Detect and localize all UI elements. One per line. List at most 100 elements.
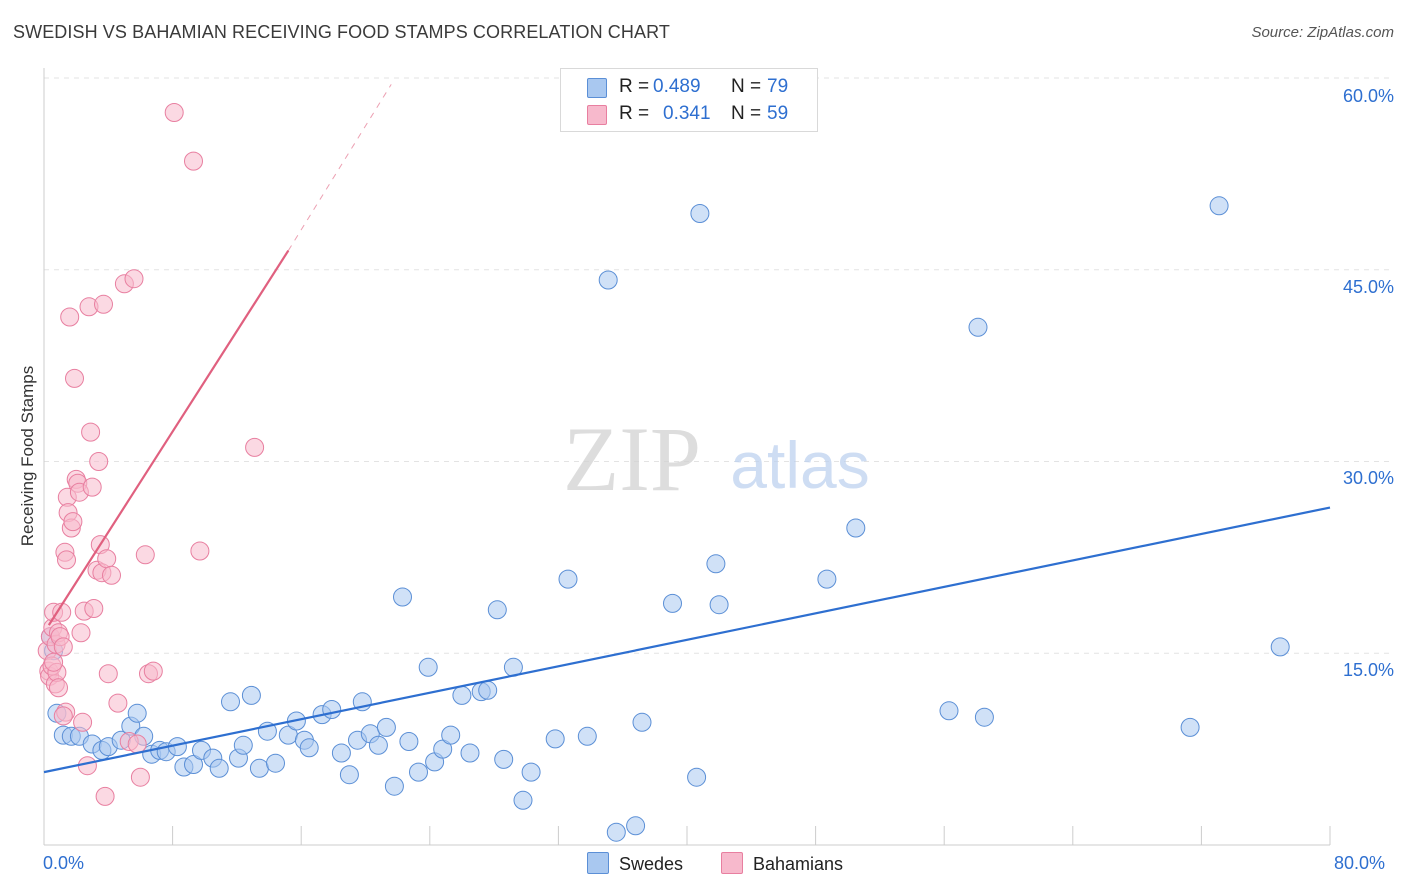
y-tick-label-60: 60.0% [1342, 86, 1394, 106]
legend-n-value: 79 [767, 76, 789, 97]
point-swedes-11 [127, 703, 147, 723]
point-bahamians-40 [97, 549, 117, 569]
legend-item-swedes[interactable]: Swedes [587, 852, 683, 875]
point-bahamians-38 [94, 294, 113, 314]
point-swedes-32 [299, 738, 319, 758]
trend-line-bahamians [47, 249, 290, 626]
point-bahamians-35 [89, 452, 109, 471]
legend-swatch-bahamians [587, 105, 607, 125]
point-swedes-58 [521, 762, 541, 782]
legend-label-swedes: Swedes [619, 854, 684, 874]
point-swedes-77 [1209, 196, 1229, 216]
trend-line-swedes [43, 506, 1331, 774]
point-swedes-50 [452, 685, 472, 705]
point-swedes-25 [241, 685, 261, 705]
point-swedes-28 [266, 753, 285, 773]
legend-item-bahamians[interactable]: Bahamians [721, 852, 843, 875]
x-tick-label-min: 0.0% [43, 853, 85, 873]
point-swedes-63 [626, 816, 646, 836]
point-swedes-71 [817, 569, 837, 589]
point-swedes-40 [368, 735, 388, 755]
point-swedes-55 [494, 749, 514, 769]
axes [43, 68, 1331, 846]
point-bahamians-46 [124, 269, 144, 289]
point-swedes-62 [606, 822, 626, 842]
point-swedes-46 [418, 657, 438, 677]
point-bahamians-56 [49, 678, 68, 698]
watermark: ZIP atlas [563, 408, 870, 510]
point-bahamians-54 [190, 541, 210, 561]
point-bahamians-48 [130, 767, 150, 787]
point-bahamians-52 [164, 103, 184, 122]
point-bahamians-32 [82, 477, 102, 497]
point-swedes-57 [513, 790, 533, 810]
point-swedes-66 [687, 767, 707, 787]
point-swedes-22 [221, 692, 240, 712]
point-swedes-65 [663, 593, 682, 613]
point-bahamians-47 [127, 734, 147, 754]
legend-swatch-swedes [587, 78, 607, 98]
point-swedes-43 [393, 587, 412, 607]
point-swedes-24 [233, 735, 253, 755]
point-bahamians-19 [60, 307, 80, 327]
point-swedes-59 [545, 729, 565, 749]
point-bahamians-13 [53, 637, 73, 657]
series-bahamians [37, 103, 265, 806]
chart-title: SWEDISH VS BAHAMIAN RECEIVING FOOD STAMP… [13, 22, 670, 42]
point-swedes-73 [939, 701, 959, 721]
y-axis-label: Receiving Food Stamps [18, 365, 37, 547]
series-swedes [40, 196, 1290, 842]
point-swedes-69 [709, 595, 729, 615]
y-tick-label-45: 45.0% [1342, 277, 1394, 297]
trend-lines [43, 84, 1331, 774]
point-swedes-78 [1270, 637, 1290, 657]
point-swedes-72 [846, 518, 866, 538]
point-swedes-26 [249, 758, 269, 778]
point-swedes-35 [331, 743, 351, 763]
point-bahamians-51 [143, 661, 163, 681]
point-bahamians-43 [108, 693, 128, 713]
legend-n-label: N = [731, 103, 762, 124]
gridlines [44, 77, 1394, 654]
point-swedes-75 [974, 707, 994, 727]
point-bahamians-42 [102, 565, 121, 585]
point-bahamians-16 [57, 550, 76, 570]
point-swedes-49 [441, 725, 461, 745]
trend-line-bahamians-extension [287, 84, 392, 251]
point-swedes-54 [487, 600, 507, 620]
point-swedes-68 [706, 554, 726, 574]
point-swedes-70 [598, 270, 618, 290]
point-bahamians-41 [98, 664, 118, 684]
point-swedes-64 [632, 712, 652, 732]
watermark-zip: ZIP [563, 408, 701, 510]
point-bahamians-22 [65, 368, 84, 388]
point-swedes-51 [460, 743, 480, 763]
x-tick-label-max: 80.0% [1334, 853, 1386, 873]
y-tick-label-30: 30.0% [1342, 468, 1394, 488]
point-bahamians-55 [245, 437, 265, 457]
point-bahamians-21 [63, 512, 83, 532]
legend-swatch-swedes [587, 852, 609, 874]
stats-legend: R = 0.489 N = 79 R = 0.341 N = 59 [560, 68, 818, 132]
point-bahamians-53 [184, 151, 203, 171]
point-swedes-60 [558, 569, 578, 589]
point-bahamians-58 [44, 652, 64, 672]
point-bahamians-39 [95, 786, 115, 806]
source-credit: Source: ZipAtlas.com [1251, 24, 1394, 41]
point-swedes-76 [1180, 717, 1200, 737]
point-bahamians-33 [84, 599, 104, 618]
y-tick-label-15: 15.0% [1342, 660, 1394, 680]
point-swedes-36 [339, 765, 359, 785]
point-swedes-53 [478, 680, 498, 700]
point-swedes-42 [384, 776, 404, 796]
point-bahamians-57 [53, 706, 73, 726]
point-swedes-34 [322, 700, 342, 719]
legend-swatch-bahamians [721, 852, 743, 874]
legend-r-label: R = [619, 76, 650, 97]
point-swedes-61 [577, 726, 597, 746]
point-swedes-67 [690, 204, 710, 223]
legend-n-label: N = [731, 76, 762, 97]
point-bahamians-27 [73, 712, 93, 732]
point-swedes-41 [376, 717, 396, 737]
